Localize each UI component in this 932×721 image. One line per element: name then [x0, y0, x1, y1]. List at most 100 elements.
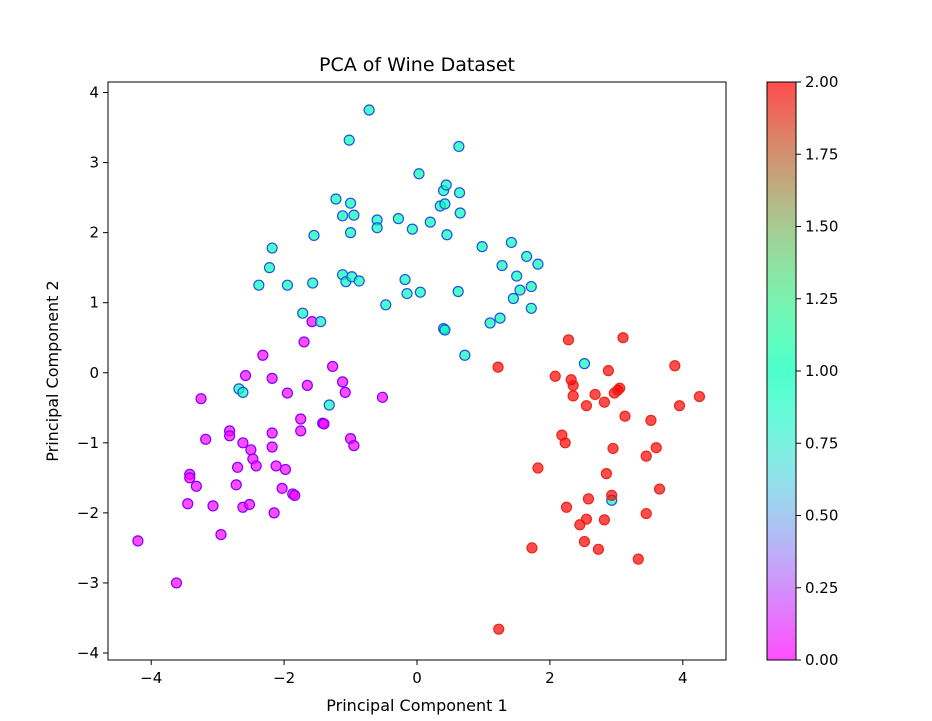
scatter-point-class-0	[207, 500, 219, 512]
colorbar-ticks: 0.00 0.25 0.50 0.75 1.00 1.25 1.50 1.75 2.00	[796, 73, 838, 669]
scatter-point-class-2	[598, 514, 610, 526]
scatter-point-class-0	[224, 430, 236, 442]
scatter-point-class-2	[640, 450, 652, 462]
colorbar-tick-label: 2.00	[805, 73, 838, 91]
scatter-point-class-1	[532, 258, 544, 270]
scatter-point-class-0	[200, 433, 212, 445]
scatter-point-class-2	[532, 462, 544, 474]
colorbar	[766, 81, 797, 661]
scatter-point-class-1	[348, 209, 360, 221]
scatter-point-class-1	[441, 229, 453, 241]
x-tick-label: −4	[140, 669, 162, 687]
colorbar-tick-label: 0.00	[805, 651, 838, 669]
scatter-point-class-1	[371, 222, 383, 234]
scatter-point-class-1	[454, 207, 466, 219]
scatter-point-class-2	[653, 483, 666, 495]
scatter-point-class-0	[266, 427, 278, 439]
scatter-point-class-0	[239, 369, 252, 382]
x-tick-label: 2	[545, 669, 555, 687]
scatter-point-class-2	[650, 442, 662, 454]
scatter-point-class-2	[673, 400, 686, 412]
y-tick-label: −3	[77, 574, 99, 592]
scatter-point-class-1	[323, 399, 335, 411]
scatter-point-class-2	[617, 332, 629, 344]
scatter-point-class-1	[307, 277, 319, 289]
scatter-point-class-0	[298, 336, 310, 348]
colorbar-tick-label: 0.25	[805, 579, 838, 597]
scatter-point-class-1	[511, 270, 523, 282]
scatter-point-class-1	[336, 210, 349, 222]
scatter-point-class-2	[632, 553, 644, 565]
scatter-point-class-1	[315, 316, 327, 328]
scatter-point-class-0	[339, 386, 351, 398]
scatter-point-class-2	[560, 501, 573, 513]
scatter-point-class-2	[567, 390, 579, 402]
chart-title: PCA of Wine Dataset	[319, 54, 515, 76]
scatter-point-class-0	[295, 413, 307, 425]
scatter-point-class-0	[195, 393, 207, 405]
scatter-point-class-0	[266, 441, 278, 453]
scatter-point-class-2	[580, 400, 593, 412]
y-tick-label: 2	[89, 224, 99, 242]
scatter-point-class-1	[440, 179, 452, 191]
x-axis-label: Principal Component 1	[326, 696, 507, 715]
scatter-point-class-2	[526, 542, 538, 554]
scatter-point-class-1	[424, 216, 436, 228]
scatter-point-class-0	[279, 463, 292, 476]
scatter-point-class-0	[295, 425, 307, 437]
scatter-point-class-1	[413, 168, 425, 180]
scatter-point-class-0	[184, 472, 196, 484]
scatter-point-class-0	[170, 577, 183, 589]
scatter-point-class-2	[562, 334, 575, 346]
scatter-point-class-1	[263, 262, 276, 274]
scatter-point-class-0	[268, 507, 280, 519]
scatter-point-class-2	[567, 379, 579, 391]
scatter-point-class-1	[297, 307, 309, 319]
scatter-points	[132, 104, 706, 635]
scatter-point-class-1	[253, 279, 265, 291]
scatter-point-class-0	[276, 482, 288, 494]
scatter-point-class-1	[414, 286, 426, 298]
y-tick-label: −1	[77, 434, 99, 452]
scatter-point-class-2	[582, 493, 595, 505]
scatter-point-class-1	[353, 275, 365, 287]
scatter-point-class-1	[505, 236, 517, 249]
scatter-point-class-0	[132, 535, 144, 547]
scatter-point-class-0	[231, 461, 244, 473]
scatter-point-class-2	[492, 361, 504, 373]
scatter-point-class-0	[190, 480, 202, 492]
x-tick-label: 4	[678, 669, 688, 687]
scatter-point-class-1	[494, 312, 506, 324]
scatter-point-class-1	[459, 349, 471, 361]
scatter-point-class-0	[281, 387, 294, 399]
scatter-point-class-1	[281, 279, 294, 291]
x-axis-ticks: −4 −2 0 2 4	[140, 660, 688, 687]
scatter-point-class-0	[336, 376, 349, 388]
scatter-point-class-1	[363, 104, 375, 116]
scatter-point-class-0	[348, 440, 360, 452]
scatter-point-class-2	[589, 388, 601, 401]
scatter-point-class-1	[452, 285, 464, 298]
scatter-point-class-1	[525, 280, 537, 293]
y-axis-ticks: −4 −3 −2 −1 0 1 2 3 4	[77, 84, 108, 662]
scatter-point-class-0	[270, 460, 282, 472]
scatter-point-class-1	[521, 250, 533, 263]
scatter-point-class-2	[580, 513, 593, 525]
scatter-point-class-1	[330, 193, 342, 205]
scatter-point-class-2	[669, 360, 681, 372]
scatter-point-class-2	[602, 365, 614, 377]
scatter-point-class-2	[578, 535, 591, 548]
scatter-point-class-1	[578, 358, 591, 370]
scatter-point-class-2	[607, 442, 619, 455]
x-tick-label: 0	[412, 669, 422, 687]
y-tick-label: 0	[89, 364, 99, 382]
scatter-point-class-1	[401, 287, 413, 300]
y-tick-label: −2	[77, 504, 99, 522]
scatter-point-class-0	[245, 444, 257, 456]
scatter-point-class-0	[250, 460, 262, 472]
scatter-point-class-2	[559, 437, 571, 449]
scatter-point-class-0	[318, 418, 330, 430]
scatter-point-class-2	[606, 489, 618, 501]
scatter-point-class-2	[592, 543, 605, 555]
